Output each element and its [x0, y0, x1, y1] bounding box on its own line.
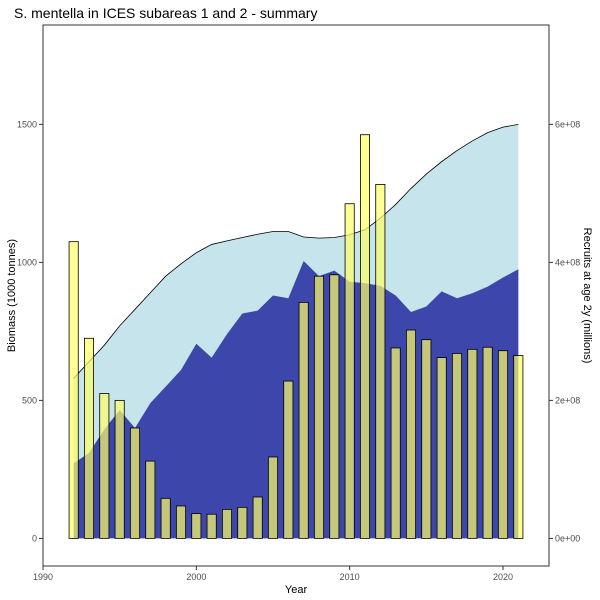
recruit-bar [329, 274, 340, 539]
x-tick-label: 2020 [493, 572, 513, 582]
y-tick-label: 1500 [17, 119, 37, 129]
recruit-bar [390, 347, 401, 539]
y2-tick-label: 6e+08 [555, 119, 580, 129]
chart-title: S. mentella in ICES subareas 1 and 2 - s… [14, 5, 317, 21]
x-axis-label: Year [285, 584, 308, 596]
recruit-bar [482, 346, 493, 539]
recruit-bar [206, 513, 217, 539]
x-tick-label: 1990 [33, 572, 53, 582]
recruit-bar [421, 339, 432, 539]
recruit-bar [497, 350, 508, 539]
recruit-bar [160, 497, 171, 539]
recruit-bar [313, 275, 324, 539]
recruit-bar [84, 337, 95, 539]
y2-tick-label: 0e+00 [555, 533, 580, 543]
y-tick-label: 0 [32, 533, 37, 543]
y2-axis-label: Recruits at age 2y (millions) [581, 228, 593, 364]
y2-tick-label: 2e+08 [555, 395, 580, 405]
recruit-bar [252, 496, 263, 539]
area-outline-0 [73, 123, 519, 379]
recruit-bar [175, 505, 186, 539]
recruit-bar [436, 357, 447, 539]
recruit-bar [467, 348, 478, 539]
y-tick-label: 1000 [17, 257, 37, 267]
recruit-bar [359, 134, 370, 539]
recruit-bar [375, 184, 386, 539]
recruit-bar [513, 355, 524, 539]
y-tick-label: 500 [22, 395, 37, 405]
y-axis-label: Biomass (1000 tonnes) [6, 239, 18, 352]
recruit-bar [145, 460, 156, 539]
y2-tick-label: 4e+08 [555, 257, 580, 267]
recruit-bar [298, 302, 309, 539]
recruit-bar [191, 513, 202, 539]
recruit-bar [405, 329, 416, 539]
recruit-bar [129, 427, 140, 539]
x-tick-label: 2000 [186, 572, 206, 582]
recruit-bar [99, 393, 110, 539]
axis-ticks: 1990 2000 2010 2020 0 500 1000 1500 0e+00 2e+08 4e… [17, 119, 580, 582]
recruit-bar [68, 241, 79, 539]
recruit-bar [451, 353, 462, 539]
x-tick-label: 2010 [340, 572, 360, 582]
bar-layer [68, 134, 524, 539]
recruit-bar [344, 203, 355, 539]
recruit-bar [237, 506, 248, 539]
recruit-bar [283, 380, 294, 539]
recruit-bar [221, 509, 232, 539]
recruit-bar [114, 399, 125, 539]
recruit-bar [267, 456, 278, 539]
